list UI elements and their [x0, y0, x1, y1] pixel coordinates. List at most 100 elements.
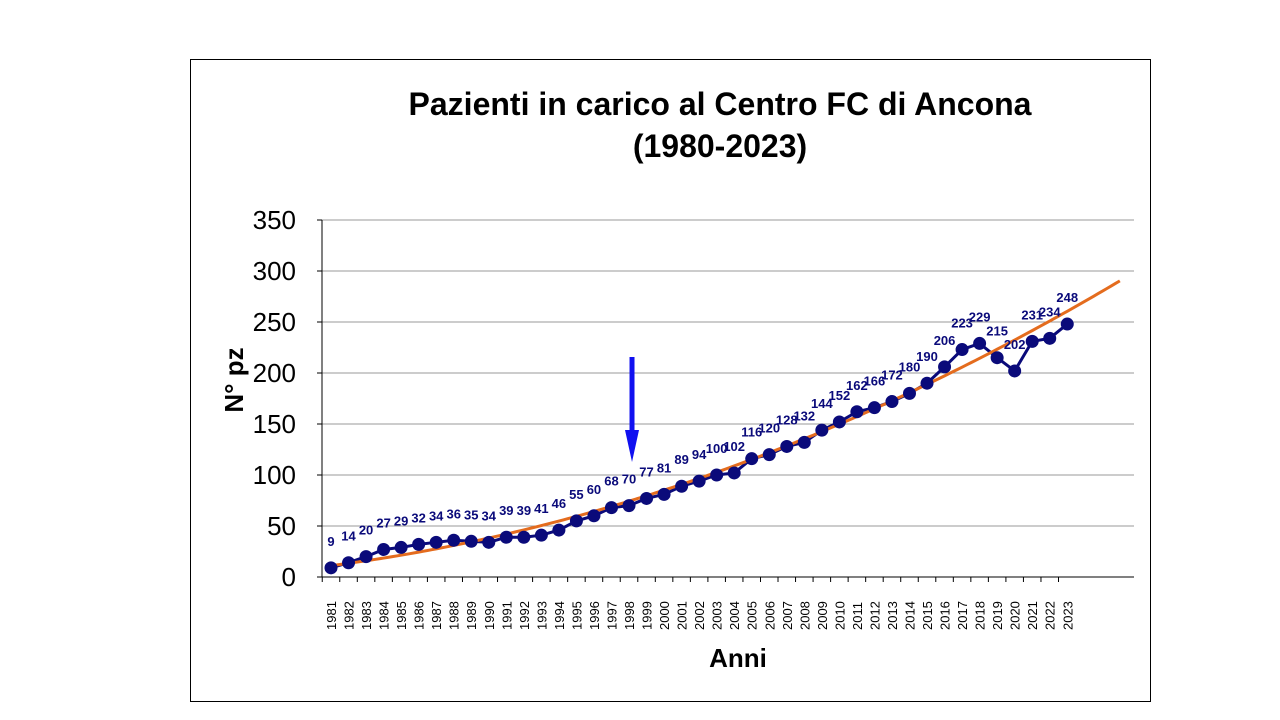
x-tick-label: 1997 [604, 601, 619, 630]
x-tick-label: 2019 [990, 601, 1005, 630]
chart-frame [190, 59, 1151, 702]
data-point [727, 466, 741, 480]
data-point [938, 360, 952, 374]
series-line [330, 322, 1069, 570]
data-label: 144 [811, 396, 833, 411]
data-label: 128 [776, 412, 798, 427]
data-point [990, 351, 1004, 365]
data-point [569, 514, 583, 528]
x-tick-label: 1990 [482, 601, 497, 630]
data-label: 248 [1056, 290, 1078, 305]
x-tick-label: 2004 [727, 601, 742, 630]
data-label: 60 [587, 482, 601, 497]
x-tick-label: 1982 [342, 601, 357, 630]
x-tick-label: 2023 [1060, 601, 1075, 630]
y-axis-label: N° pz [219, 347, 249, 412]
data-point [640, 491, 654, 505]
data-point [552, 523, 566, 537]
data-label: 100 [706, 441, 728, 456]
data-point [1025, 334, 1039, 348]
y-tick-label: 250 [253, 307, 296, 337]
data-label: 68 [604, 474, 618, 489]
x-tick-label: 1993 [534, 601, 549, 630]
data-label: 27 [376, 515, 390, 530]
y-tick-label: 100 [253, 460, 296, 490]
x-tick-label: 1991 [499, 601, 514, 630]
x-tick-label: 1986 [412, 601, 427, 630]
x-tick-label: 1985 [394, 601, 409, 630]
data-label: 34 [429, 508, 444, 523]
x-tick-label: 1981 [324, 601, 339, 630]
y-tick-label: 350 [253, 205, 296, 235]
x-tick-label: 1992 [517, 601, 532, 630]
data-point [657, 487, 671, 501]
data-label: 202 [1004, 337, 1026, 352]
x-tick-label: 2009 [815, 601, 830, 630]
x-tick-label: 2016 [938, 601, 953, 630]
data-point [517, 530, 531, 544]
x-tick-label: 2015 [920, 601, 935, 630]
data-point [377, 542, 391, 556]
data-point [622, 499, 636, 513]
data-label: 223 [951, 316, 973, 331]
x-tick-label: 1989 [464, 601, 479, 630]
x-tick-label: 2013 [885, 601, 900, 630]
data-label: 46 [552, 496, 566, 511]
data-point [587, 509, 601, 523]
data-point [832, 415, 846, 429]
x-tick-label: 2020 [1008, 601, 1023, 630]
data-point [482, 535, 496, 549]
data-point [710, 468, 724, 482]
data-label: 39 [499, 503, 513, 518]
data-label: 180 [899, 359, 921, 374]
data-point [692, 474, 706, 488]
x-tick-label: 2011 [850, 602, 865, 630]
x-tick-label: 2018 [973, 601, 988, 630]
data-label: 81 [657, 460, 671, 475]
x-tick-label: 1995 [569, 601, 584, 630]
data-label: 234 [1039, 304, 1061, 319]
data-point [534, 528, 548, 542]
x-tick-label: 2002 [692, 601, 707, 630]
x-tick-label: 2014 [902, 601, 917, 630]
data-point [1008, 364, 1022, 378]
data-point [762, 448, 776, 462]
data-label: 190 [916, 349, 938, 364]
x-tick-label: 2021 [1025, 601, 1040, 630]
x-tick-label: 2010 [832, 601, 847, 630]
data-point [797, 435, 811, 449]
data-label: 116 [741, 425, 762, 440]
data-point [394, 540, 408, 554]
data-point [412, 537, 426, 551]
data-label: 120 [758, 421, 780, 436]
data-label: 102 [723, 439, 745, 454]
data-label: 172 [881, 368, 903, 383]
data-point [324, 561, 338, 575]
x-tick-label: 2022 [1043, 601, 1058, 630]
data-label: 132 [793, 408, 815, 423]
x-tick-label: 1996 [587, 601, 602, 630]
data-label: 29 [394, 513, 408, 528]
data-point [955, 343, 969, 357]
x-tick-label: 2001 [675, 601, 690, 630]
data-point [464, 534, 478, 548]
data-point [359, 550, 373, 564]
x-tick-label: 2003 [710, 601, 725, 630]
chart-title: Pazienti in carico al Centro FC di Ancon… [408, 86, 1032, 122]
data-label: 41 [534, 501, 548, 516]
data-label: 36 [446, 506, 460, 521]
data-point [920, 376, 934, 390]
data-label: 9 [327, 534, 334, 549]
arrow-head [625, 430, 640, 462]
data-label: 55 [569, 487, 583, 502]
x-tick-label: 2008 [797, 601, 812, 630]
data-point [867, 401, 881, 415]
data-point [973, 336, 987, 350]
data-point [1043, 331, 1057, 345]
data-label: 77 [639, 464, 653, 479]
data-label: 231 [1021, 307, 1043, 322]
data-point [885, 395, 899, 409]
data-label: 39 [517, 503, 531, 518]
x-tick-label: 1988 [447, 601, 462, 630]
